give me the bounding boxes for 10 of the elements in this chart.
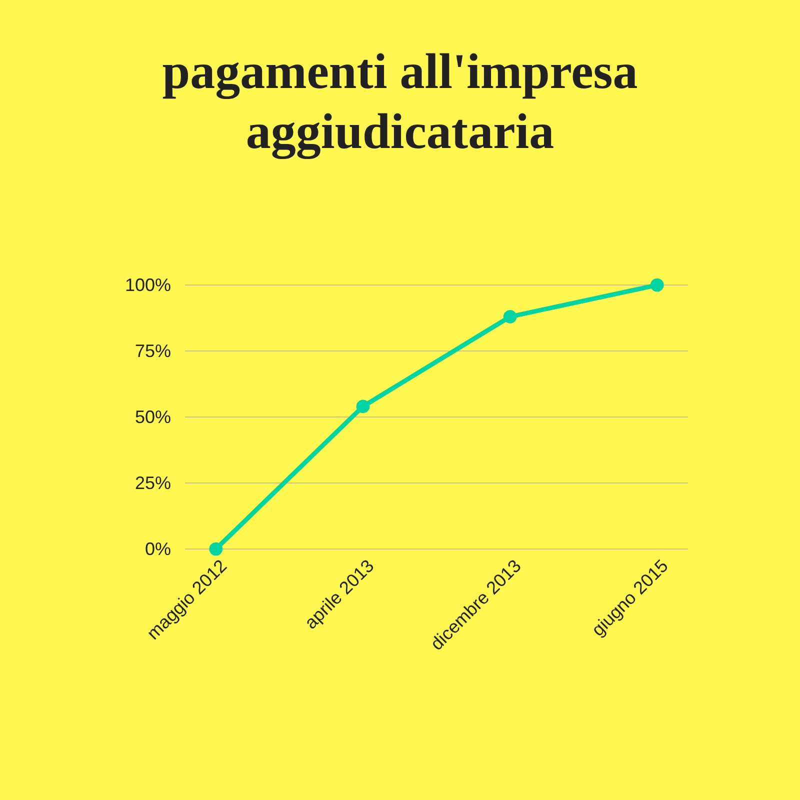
y-tick-label: 25% [134, 472, 171, 493]
y-tick-label: 0% [144, 538, 171, 559]
point [356, 400, 370, 414]
point [503, 310, 517, 324]
y-tick-label: 75% [134, 340, 171, 361]
chart-title: pagamenti all'impresa aggiudicataria [162, 43, 638, 160]
point [209, 542, 223, 556]
y-tick-label: 100% [124, 274, 171, 295]
y-tick-label: 50% [134, 406, 171, 427]
point [650, 278, 664, 292]
